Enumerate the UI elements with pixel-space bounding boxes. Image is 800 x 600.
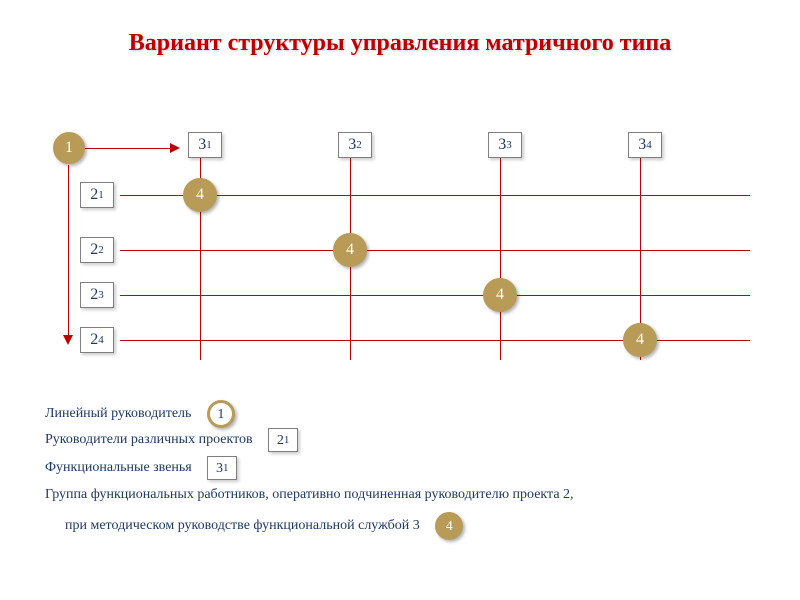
legend: Линейный руководитель 1 Руководители раз… xyxy=(45,400,574,540)
legend-row-functional: Функциональные звенья 31 xyxy=(45,456,574,480)
legend-text: при методическом руководстве функциональ… xyxy=(45,515,420,536)
legend-text: Руководители различных проектов xyxy=(45,429,253,450)
root-node: 1 xyxy=(53,132,85,164)
row-header-2: 22 xyxy=(80,237,114,263)
row-header-1: 21 xyxy=(80,182,114,208)
row-header-3: 23 xyxy=(80,282,114,308)
legend-row-projects: Руководители различных проектов 21 xyxy=(45,428,574,452)
legend-symbol-circle: 4 xyxy=(435,512,463,540)
legend-symbol-box: 31 xyxy=(207,456,237,480)
col-header-3: 33 xyxy=(488,132,522,158)
legend-text: Линейный руководитель xyxy=(45,403,191,424)
page-title: Вариант структуры управления матричного … xyxy=(0,30,800,57)
arrow-right-icon xyxy=(170,143,180,153)
group-node-3: 4 xyxy=(483,278,517,312)
matrix-diagram: 1 31 32 33 34 21 22 23 24 4 4 4 4 xyxy=(0,110,800,390)
legend-row-group-2: при методическом руководстве функциональ… xyxy=(45,512,574,536)
grid-line-horizontal xyxy=(120,250,750,251)
legend-text: Группа функциональных работников, операт… xyxy=(45,484,574,505)
col-header-4: 34 xyxy=(628,132,662,158)
group-node-1: 4 xyxy=(183,178,217,212)
legend-row-group-1: Группа функциональных работников, операт… xyxy=(45,484,574,508)
arrow-down-icon xyxy=(63,335,73,345)
grid-line-horizontal xyxy=(120,295,750,296)
group-node-2: 4 xyxy=(333,233,367,267)
col-header-2: 32 xyxy=(338,132,372,158)
legend-symbol-box: 21 xyxy=(268,428,298,452)
legend-row-linear: Линейный руководитель 1 xyxy=(45,400,574,424)
group-node-4: 4 xyxy=(623,323,657,357)
legend-text: Функциональные звенья xyxy=(45,457,192,478)
row-header-4: 24 xyxy=(80,327,114,353)
legend-symbol-circle: 1 xyxy=(207,400,235,428)
col-header-1: 31 xyxy=(188,132,222,158)
grid-line-vertical xyxy=(500,158,501,360)
